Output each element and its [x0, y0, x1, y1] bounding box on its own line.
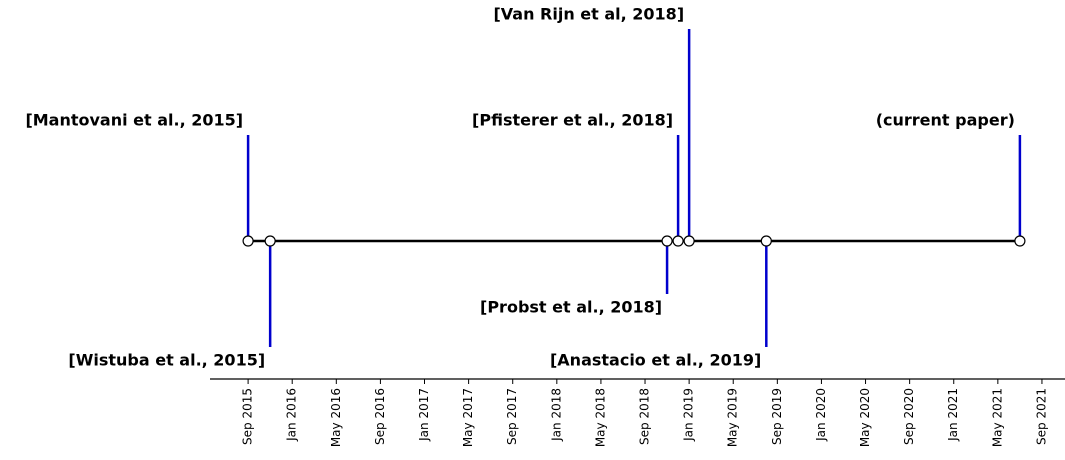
- event-label: [Wistuba et al., 2015]: [68, 351, 265, 370]
- event-label: [Mantovani et al., 2015]: [25, 111, 243, 130]
- x-tick-label: Jan 2016: [285, 388, 299, 442]
- event-marker: [760, 235, 772, 247]
- event-label: [Anastacio et al., 2019]: [550, 351, 761, 370]
- x-tick-label: May 2017: [461, 388, 475, 447]
- x-tick-label: May 2016: [329, 388, 343, 447]
- x-tick-label: May 2020: [858, 388, 872, 447]
- x-tick-label: May 2021: [990, 388, 1004, 447]
- event-marker: [683, 235, 695, 247]
- x-tick-label: Sep 2019: [770, 388, 784, 445]
- x-tick-label: Jan 2019: [682, 388, 696, 442]
- event-marker: [661, 235, 673, 247]
- x-tick-label: Jan 2018: [549, 388, 563, 442]
- event-label: [Van Rijn et al, 2018]: [493, 5, 684, 24]
- x-tick-label: Sep 2015: [241, 388, 255, 445]
- x-tick-label: Sep 2016: [373, 388, 387, 445]
- event-marker: [1014, 235, 1026, 247]
- x-tick-label: Jan 2021: [946, 388, 960, 442]
- x-tick-label: Sep 2020: [902, 388, 916, 445]
- x-tick-label: Jan 2020: [814, 388, 828, 442]
- event-label: (current paper): [876, 111, 1015, 130]
- event-marker: [264, 235, 276, 247]
- x-tick-label: May 2018: [593, 388, 607, 447]
- event-label: [Probst et al., 2018]: [480, 298, 662, 317]
- x-tick-label: Sep 2017: [505, 388, 519, 445]
- event-label: [Pfisterer et al., 2018]: [472, 111, 673, 130]
- event-marker: [242, 235, 254, 247]
- x-tick-label: Jan 2017: [417, 388, 431, 442]
- x-tick-label: May 2019: [726, 388, 740, 447]
- x-tick-label: Sep 2021: [1034, 388, 1048, 445]
- event-marker: [672, 235, 684, 247]
- x-tick-label: Sep 2018: [638, 388, 652, 445]
